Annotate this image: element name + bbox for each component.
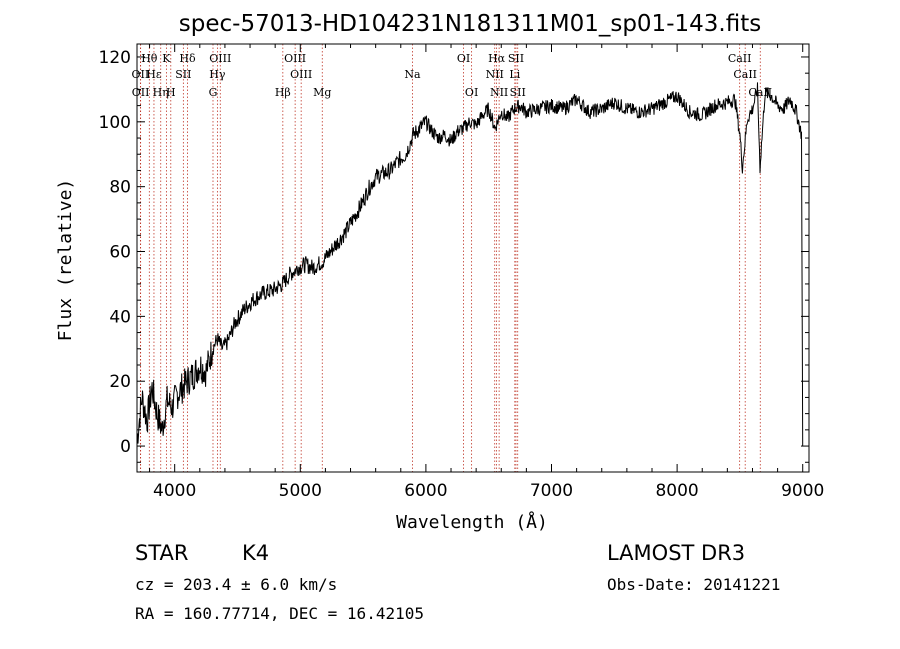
x-tick-label: 9000 — [781, 481, 824, 501]
spectral-line-label: SII — [175, 68, 191, 81]
spectral-line-label: Li — [509, 68, 520, 81]
survey-name: LAMOST DR3 — [607, 541, 745, 565]
plot-frame — [136, 43, 810, 473]
spectral-line-label: SII — [508, 52, 524, 65]
object-class: STAR — [135, 541, 188, 565]
spectral-line-label: OIII — [209, 52, 231, 65]
spectral-line-label: Na — [404, 68, 421, 81]
y-tick-label: 120 — [99, 48, 131, 68]
spectral-line-label: NII — [486, 68, 504, 81]
spectral-line-label: OIII — [290, 68, 312, 81]
x-axis-label: Wavelength (Å) — [396, 511, 548, 533]
spectral-line-label: Hβ — [275, 86, 291, 99]
spectral-line-label: OII — [132, 68, 150, 81]
spectral-line-label: K — [162, 52, 171, 65]
x-tick-label: 7000 — [530, 481, 573, 501]
y-tick-label: 0 — [120, 437, 131, 457]
y-axis: 0 20 40 60 80 100 120 — [99, 48, 809, 463]
spectral-line-label: H — [166, 86, 176, 99]
spectral-line-label: NII — [490, 86, 508, 99]
spectral-line-label: Mg — [313, 86, 331, 99]
spectrum-line — [136, 82, 804, 447]
spectral-line-label: Hθ — [141, 52, 158, 65]
spectral-line-label: OI — [465, 86, 478, 99]
y-tick-label: 80 — [109, 178, 131, 198]
chart-title: spec-57013-HD104231N181311M01_sp01-143.f… — [179, 11, 761, 37]
spectral-line-label: Hα — [488, 52, 506, 65]
spectral-line-label: CaII — [733, 68, 757, 81]
spectral-line-markers — [139, 44, 761, 472]
spectral-line-label: G — [209, 86, 218, 99]
x-tick-label: 8000 — [655, 481, 698, 501]
spectral-line-label: Hε — [146, 68, 162, 81]
y-tick-label: 40 — [109, 307, 131, 327]
spectral-line-label: OI — [457, 52, 470, 65]
spectral-line-label: OII — [132, 86, 150, 99]
y-tick-label: 20 — [109, 372, 131, 392]
y-tick-label: 100 — [99, 113, 131, 133]
object-subclass: K4 — [242, 541, 269, 565]
redshift-velocity: cz = 203.4 ± 6.0 km/s — [135, 575, 337, 594]
spectral-line-label: CaII — [728, 52, 752, 65]
y-tick-label: 60 — [109, 243, 131, 263]
spectral-line-label: Hγ — [209, 68, 226, 81]
spectral-line-label: Hη — [153, 86, 169, 99]
x-tick-label: 5000 — [279, 481, 322, 501]
spectral-line-label: OIII — [284, 52, 306, 65]
spectral-line-label: Hδ — [179, 52, 196, 65]
x-axis: 4000 5000 6000 7000 8000 9000 — [149, 44, 824, 501]
spectral-line-label: SII — [510, 86, 526, 99]
x-tick-label: 4000 — [153, 481, 196, 501]
x-tick-label: 6000 — [404, 481, 447, 501]
y-axis-label: Flux (relative) — [55, 179, 76, 342]
observation-date: Obs-Date: 20141221 — [607, 575, 780, 594]
coordinates: RA = 160.77714, DEC = 16.42105 — [135, 604, 424, 623]
